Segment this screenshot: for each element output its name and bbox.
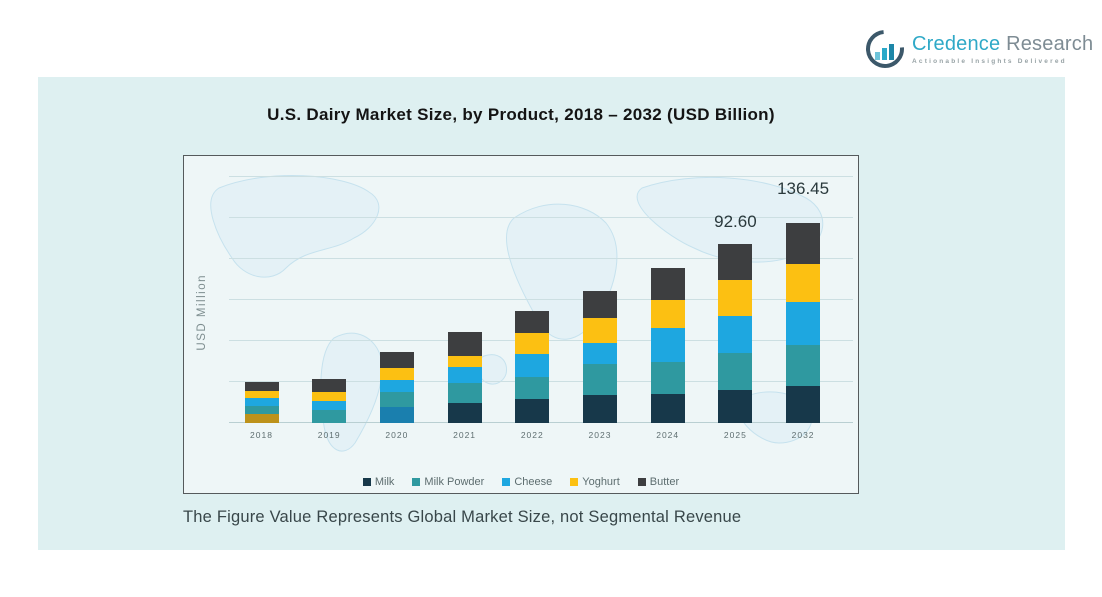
bar-group-2024: [650, 268, 685, 423]
bar-segment-yoghurt-2019: [312, 392, 347, 402]
legend-label-milk-powder: Milk Powder: [424, 476, 485, 488]
bar-group-2023: [583, 291, 617, 423]
bar-segment-yoghurt-2032: [786, 264, 821, 303]
legend-swatch-butter: [637, 478, 646, 486]
bar-segment-cheese-2020: [379, 379, 414, 392]
legend-item-cheese: Cheese: [502, 476, 552, 488]
bar-segment-butter-2021: [447, 332, 482, 356]
bar-segment-milk-powder-2022: [515, 377, 550, 400]
bar-segment-milk-powder-2018: [244, 406, 279, 415]
legend-label-milk: Milk: [374, 476, 395, 488]
bar-segment-milk-powder-2023: [583, 364, 617, 396]
bar-segment-butter-2019: [312, 379, 347, 393]
bar-segment-cheese-2025: [718, 316, 753, 354]
bar-segment-butter-2018: [244, 382, 279, 392]
legend-swatch-milk-powder: [412, 478, 421, 486]
bar-segment-milk-powder-2020: [379, 392, 414, 407]
x-tick-2022: 2022: [520, 430, 544, 440]
x-tick-2020: 2020: [385, 430, 409, 440]
bar-chart-circle-icon: [858, 22, 912, 76]
bar-segment-milk-2032: [786, 385, 821, 423]
bar-group-2019: [312, 379, 347, 423]
gridline: [229, 258, 853, 259]
bar-segment-milk-powder-2019: [312, 410, 347, 423]
gridline: [229, 299, 853, 300]
bar-segment-milk-powder-2024: [650, 362, 685, 395]
bar-group-2022: [515, 311, 550, 423]
bar-segment-cheese-2018: [244, 398, 279, 407]
x-tick-2018: 2018: [250, 430, 273, 440]
legend: Milk Milk Powder Cheese Yoghurt Butter: [184, 476, 858, 488]
brand-tagline: Actionable Insights Delivered: [912, 58, 1067, 65]
legend-item-yoghurt: Yoghurt: [570, 476, 620, 488]
bar-group-2020: [379, 351, 414, 423]
bar-segment-milk-powder-2021: [447, 383, 482, 404]
bar-segment-milk-powder-2025: [718, 353, 753, 391]
bar-segment-cheese-2024: [650, 328, 685, 363]
bar-segment-milk-powder-2032: [786, 344, 821, 386]
brand-name-secondary: Research: [1006, 33, 1094, 55]
gridline: [229, 176, 853, 177]
bar-group-2025: [718, 244, 753, 423]
brand-name: Credence Research: [912, 33, 1093, 56]
bar-segment-butter-2025: [718, 244, 753, 281]
bar-segment-butter-2024: [650, 268, 685, 301]
x-tick-2025: 2025: [723, 430, 747, 440]
x-tick-2019: 2019: [317, 430, 341, 440]
bar-segment-yoghurt-2020: [379, 367, 414, 380]
bar-segment-milk-2020: [379, 406, 414, 423]
gridline: [229, 217, 853, 218]
logo-bars: [875, 44, 894, 60]
chart-title: U.S. Dairy Market Size, by Product, 2018…: [267, 105, 775, 124]
bar-segment-yoghurt-2022: [515, 333, 550, 355]
legend-label-yoghurt: Yoghurt: [582, 476, 620, 488]
bar-segment-cheese-2019: [312, 401, 347, 411]
bar-segment-cheese-2023: [583, 343, 617, 365]
x-tick-2023: 2023: [588, 430, 612, 440]
x-tick-2032: 2032: [791, 430, 815, 440]
bar-group-2021: [447, 332, 482, 423]
x-tick-2021: 2021: [453, 430, 477, 440]
bar-segment-milk-2018: [244, 414, 279, 423]
bar-segment-cheese-2032: [786, 302, 821, 345]
bar-segment-cheese-2022: [515, 354, 550, 377]
y-axis-label: USD Million: [196, 274, 208, 351]
legend-swatch-cheese: [502, 478, 511, 486]
bar-segment-yoghurt-2018: [244, 391, 279, 399]
plot-area: 2018 2019 2020 2021 2022 2023 2024 2025 2032 92.6…: [229, 156, 857, 493]
legend-label-butter: Butter: [649, 476, 680, 488]
legend-item-butter: Butter: [637, 476, 680, 488]
legend-item-milk-powder: Milk Powder: [412, 476, 484, 488]
bar-segment-butter-2022: [515, 311, 550, 334]
bar-segment-milk-2024: [650, 394, 685, 423]
bar-group-2032: [786, 223, 821, 423]
bar-segment-milk-2021: [447, 403, 482, 423]
bar-segment-yoghurt-2023: [583, 318, 617, 344]
bar-segment-yoghurt-2021: [447, 356, 482, 368]
x-tick-2024: 2024: [656, 430, 680, 440]
bar-segment-milk-2025: [718, 390, 753, 423]
legend-swatch-yoghurt: [570, 478, 579, 486]
bar-segment-butter-2020: [379, 351, 414, 368]
bar-segment-milk-2022: [515, 399, 550, 423]
bar-segment-butter-2032: [786, 223, 821, 265]
footnote: The Figure Value Represents Global Marke…: [183, 508, 742, 526]
brand-text: Credence Research Actionable Insights De…: [912, 33, 1093, 65]
infographic-card: U.S. Dairy Market Size, by Product, 2018…: [38, 77, 1065, 550]
data-label-2025: 92.60: [714, 211, 757, 231]
bar-segment-yoghurt-2025: [718, 280, 753, 317]
bar-segment-butter-2023: [583, 291, 617, 319]
bar-segment-cheese-2021: [447, 367, 482, 384]
legend-label-cheese: Cheese: [514, 476, 553, 488]
data-label-2032: 136.45: [777, 179, 830, 199]
logo: Credence Research Actionable Insights De…: [858, 22, 1093, 76]
legend-item-milk: Milk: [362, 476, 395, 488]
chart-panel: USD Million 2018 2019 2020 2021 2022 2023 2024…: [183, 155, 859, 494]
bar-segment-yoghurt-2024: [650, 300, 685, 329]
brand-name-primary: Credence: [912, 33, 1001, 55]
bar-segment-milk-2023: [583, 395, 617, 423]
legend-swatch-milk: [362, 478, 371, 486]
bar-group-2018: [244, 382, 279, 423]
